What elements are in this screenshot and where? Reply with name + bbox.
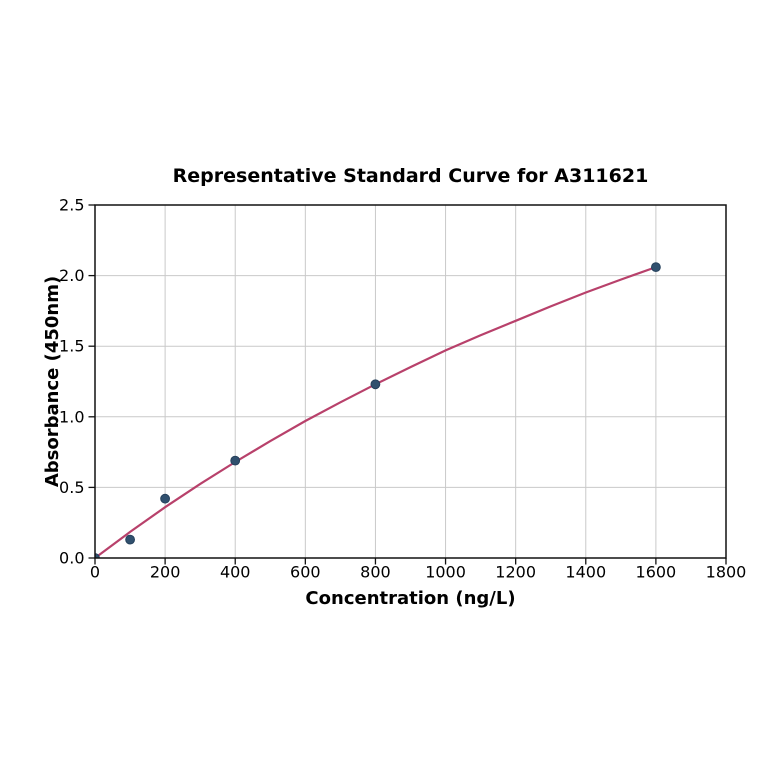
x-tick-label: 800 bbox=[360, 563, 391, 582]
axis-layer: 0 200 400 600 800 1000 1200 1400 1600 1800 0.0 0.5 1… bbox=[59, 196, 746, 582]
y-tick-label: 1.5 bbox=[59, 337, 84, 356]
plot-layer bbox=[95, 262, 661, 558]
grid-layer bbox=[95, 205, 726, 558]
x-tick-label: 600 bbox=[290, 563, 321, 582]
x-tick-label: 1200 bbox=[495, 563, 536, 582]
x-tick-label: 200 bbox=[150, 563, 181, 582]
y-tick-label: 2.0 bbox=[59, 266, 84, 285]
y-tick-label: 0.0 bbox=[59, 549, 84, 568]
chart-title: Representative Standard Curve for A31162… bbox=[173, 165, 649, 187]
x-tick-label: 400 bbox=[220, 563, 251, 582]
x-axis-label: Concentration (ng/L) bbox=[305, 588, 515, 609]
data-point bbox=[370, 379, 381, 390]
x-tick-label: 1400 bbox=[565, 563, 606, 582]
x-tick-label: 0 bbox=[90, 563, 100, 582]
y-tick-label: 1.0 bbox=[59, 407, 84, 426]
data-point bbox=[160, 493, 171, 504]
x-tick-label: 1600 bbox=[636, 563, 677, 582]
y-tick-label: 2.5 bbox=[59, 196, 84, 215]
x-tick-label: 1800 bbox=[706, 563, 747, 582]
data-points bbox=[95, 262, 661, 558]
y-tick-label: 0.5 bbox=[59, 478, 84, 497]
x-tick-label: 1000 bbox=[425, 563, 466, 582]
data-point bbox=[125, 534, 136, 545]
data-point bbox=[651, 262, 661, 273]
y-axis-label: Absorbance (450nm) bbox=[42, 276, 63, 487]
plot-border bbox=[94, 204, 727, 559]
data-point bbox=[230, 455, 241, 466]
